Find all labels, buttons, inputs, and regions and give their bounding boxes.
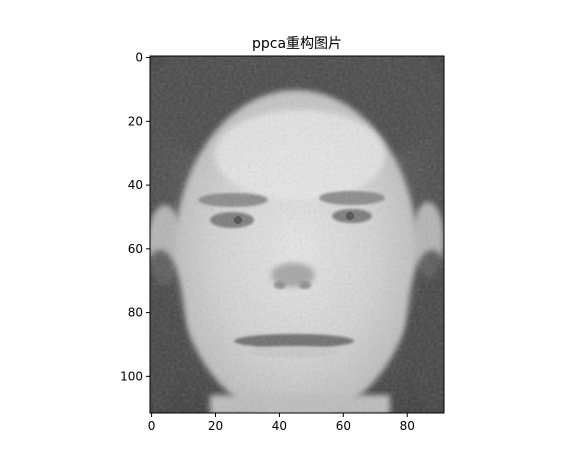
x-tick-label: 20 [208,419,223,433]
x-tick-label: 60 [336,419,351,433]
x-tick-label: 0 [148,419,156,433]
reconstructed-face-image [150,56,444,413]
y-tick-label: 20 [128,114,143,128]
x-tick-label: 40 [272,419,287,433]
y-tick-label: 100 [120,369,143,383]
y-tick-label: 40 [128,178,143,192]
x-axis: 0 20 40 60 80 [148,413,415,433]
y-tick-label: 0 [135,51,143,65]
chart-title: ppca重构图片 [252,36,342,52]
x-tick-label: 80 [400,419,415,433]
y-tick-label: 60 [128,242,143,256]
axes-frame [149,55,445,414]
y-tick-label: 80 [128,306,143,320]
y-axis: 0 20 40 60 80 100 [120,51,150,383]
